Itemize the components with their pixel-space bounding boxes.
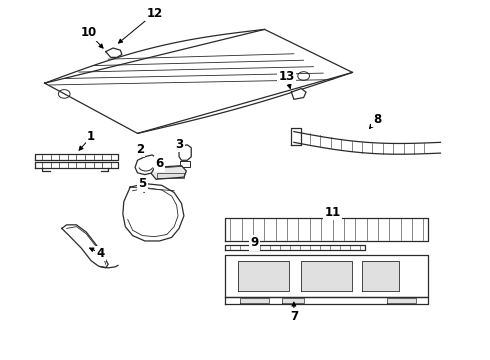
Text: 4: 4 bbox=[97, 247, 105, 260]
Polygon shape bbox=[179, 145, 191, 160]
Polygon shape bbox=[238, 261, 289, 291]
Text: 3: 3 bbox=[175, 138, 183, 150]
Text: 9: 9 bbox=[251, 236, 259, 249]
Polygon shape bbox=[282, 298, 304, 303]
Text: 6: 6 bbox=[155, 157, 164, 170]
Polygon shape bbox=[225, 218, 428, 241]
Text: 13: 13 bbox=[278, 69, 294, 82]
Polygon shape bbox=[225, 255, 428, 297]
Text: 12: 12 bbox=[147, 7, 163, 20]
Polygon shape bbox=[62, 225, 108, 268]
Polygon shape bbox=[292, 128, 301, 145]
Polygon shape bbox=[387, 298, 416, 303]
Text: 8: 8 bbox=[373, 113, 381, 126]
Polygon shape bbox=[301, 261, 352, 291]
Polygon shape bbox=[292, 89, 306, 99]
Polygon shape bbox=[123, 184, 184, 241]
Text: 10: 10 bbox=[80, 27, 97, 40]
Polygon shape bbox=[45, 30, 352, 134]
Polygon shape bbox=[225, 244, 365, 250]
Polygon shape bbox=[294, 132, 441, 154]
Polygon shape bbox=[35, 154, 118, 160]
Polygon shape bbox=[35, 162, 118, 168]
Polygon shape bbox=[240, 298, 270, 303]
Text: 5: 5 bbox=[138, 177, 147, 190]
Polygon shape bbox=[151, 166, 186, 179]
Polygon shape bbox=[225, 297, 428, 304]
Text: 1: 1 bbox=[87, 130, 95, 144]
Polygon shape bbox=[106, 48, 122, 57]
Text: 7: 7 bbox=[290, 310, 298, 323]
Text: 2: 2 bbox=[136, 143, 144, 156]
Polygon shape bbox=[180, 161, 190, 167]
Polygon shape bbox=[135, 155, 157, 175]
Polygon shape bbox=[157, 173, 184, 178]
Text: 11: 11 bbox=[325, 206, 341, 219]
Polygon shape bbox=[362, 261, 399, 291]
